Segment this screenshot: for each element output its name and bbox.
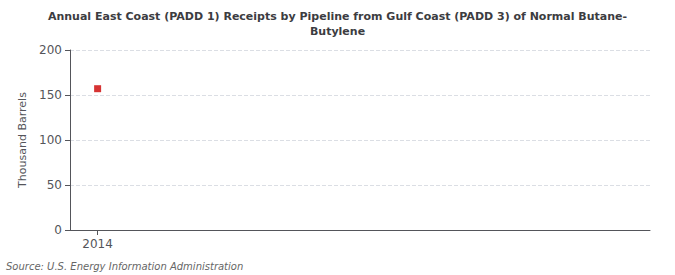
svg-text:150: 150: [39, 88, 62, 102]
svg-text:Annual East Coast (PADD 1) Rec: Annual East Coast (PADD 1) Receipts by P…: [48, 10, 627, 23]
svg-text:Thousand Barrels: Thousand Barrels: [16, 92, 29, 189]
svg-text:200: 200: [39, 43, 62, 57]
svg-text:50: 50: [47, 178, 62, 192]
svg-text:2014: 2014: [82, 237, 113, 251]
svg-text:0: 0: [54, 223, 62, 237]
svg-text:Butylene: Butylene: [310, 25, 365, 38]
svg-text:100: 100: [39, 133, 62, 147]
svg-text:Source: U.S. Energy Informatio: Source: U.S. Energy Information Administ…: [6, 261, 243, 272]
